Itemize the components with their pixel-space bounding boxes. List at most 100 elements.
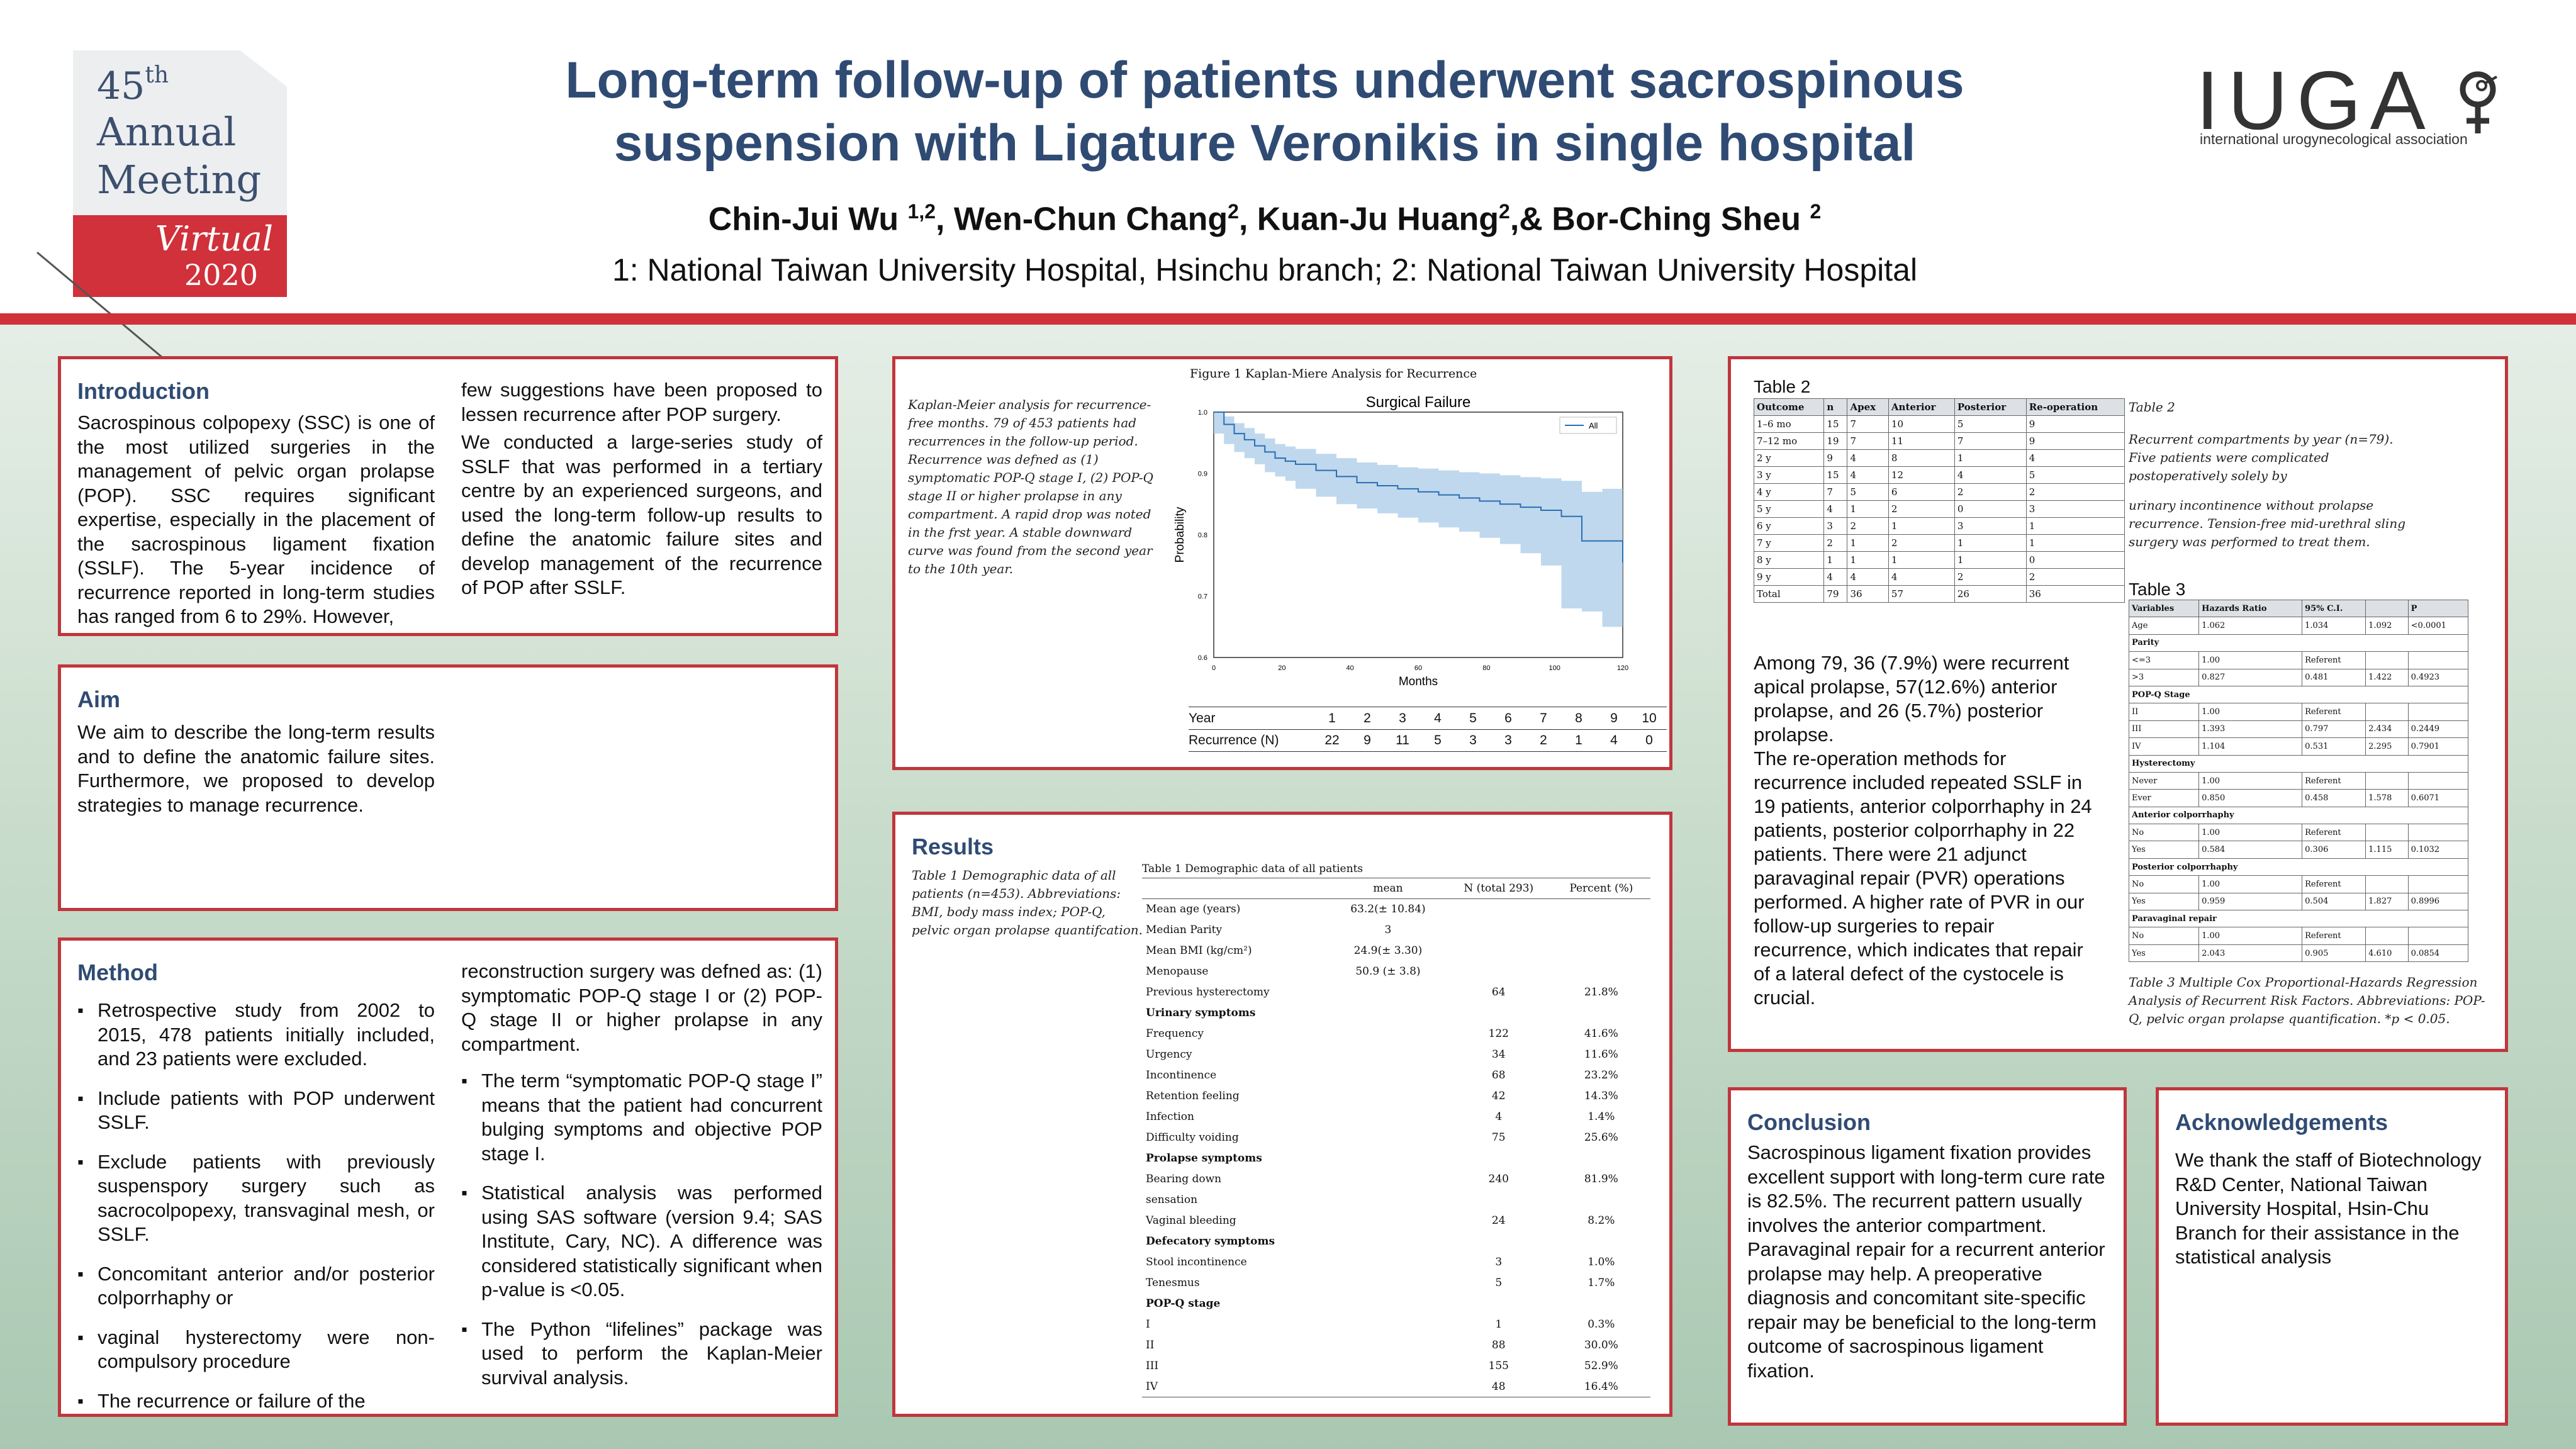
risk-cell: 9: [1596, 711, 1632, 726]
table-cell: 8 y: [1754, 552, 1824, 569]
author-name: , Wen-Chun Chang: [936, 201, 1228, 237]
table2-caption: Table 2 Recurrent compartments by year (…: [2129, 398, 2405, 551]
table-cell: Tenesmus: [1142, 1273, 1331, 1294]
table-cell: 2: [1954, 484, 2026, 501]
table-cell: I: [1142, 1314, 1331, 1335]
table-cell: [1552, 1003, 1650, 1024]
table-cell: [1331, 1314, 1445, 1335]
table-cell: 2: [1888, 535, 1954, 552]
table-cell: 5: [1445, 1273, 1552, 1294]
table-row: IV 48 16.4%: [1142, 1377, 1650, 1397]
table-header-cell: Percent (%): [1552, 878, 1650, 899]
method-col1: Retrospective study from 2002 to 2015, 4…: [77, 999, 435, 1428]
table-cell: Mean BMI (kg/cm²): [1142, 941, 1331, 961]
table-cell: 1: [1847, 535, 1888, 552]
confidence-band: [1214, 412, 1623, 627]
table-cell: 2.043: [2199, 944, 2302, 961]
table-cell: 1.578: [2366, 790, 2408, 807]
table-cell: 0: [1954, 501, 2026, 518]
x-tick-label: 100: [1548, 664, 1560, 672]
table-cell: Defecatory symptoms: [1142, 1231, 1331, 1252]
table-cell: Referent: [2302, 927, 2366, 944]
table-cell: 1.115: [2366, 841, 2408, 858]
table-cell: 0.4923: [2408, 669, 2468, 686]
table-cell: 4: [1847, 450, 1888, 467]
method-bullet: Retrospective study from 2002 to 2015, 4…: [77, 999, 435, 1071]
table-cell: 1.4%: [1552, 1107, 1650, 1127]
table-row: No 1.00 Referent: [2129, 876, 2468, 893]
table-cell: <=3: [2129, 652, 2199, 669]
table-cell: [1445, 920, 1552, 941]
table-cell: III: [1142, 1356, 1331, 1377]
table-cell: Bearing down: [1142, 1169, 1331, 1190]
method-bullet: Concomitant anterior and/or posterior co…: [77, 1262, 435, 1311]
table-cell: 48: [1445, 1377, 1552, 1397]
table-cell: Yes: [2129, 841, 2199, 858]
header-divider: [0, 313, 2576, 325]
table-group-label: Parity: [2129, 634, 2468, 651]
table-cell: 52.9%: [1552, 1356, 1650, 1377]
table-cell: 3: [1445, 1252, 1552, 1273]
table-cell: 1: [1954, 535, 2026, 552]
table-cell: 4: [1824, 569, 1847, 586]
table-header-cell: Posterior: [1954, 399, 2026, 416]
table-cell: 1.7%: [1552, 1273, 1650, 1294]
table-cell: [1552, 920, 1650, 941]
table-cell: [2408, 652, 2468, 669]
table-cell: 0.1032: [2408, 841, 2468, 858]
table-cell: Vaginal bleeding: [1142, 1211, 1331, 1231]
introduction-panel: Introduction Sacrospinous colpopexy (SSC…: [58, 356, 838, 636]
table-header-cell: Outcome: [1754, 399, 1824, 416]
introduction-col1: Sacrospinous colpopexy (SSC) is one of t…: [77, 411, 435, 629]
table-cell: 1: [1824, 552, 1847, 569]
introduction-col2: few suggestions have been proposed to le…: [461, 378, 822, 604]
table-cell: 1.00: [2199, 652, 2302, 669]
results-findings: Among 79, 36 (7.9%) were recurrent apica…: [1754, 651, 2093, 1010]
conclusion-title: Conclusion: [1747, 1109, 1871, 1136]
table-cell: 2: [1824, 535, 1847, 552]
table-cell: 1.062: [2199, 617, 2302, 634]
table-cell: 4: [1847, 569, 1888, 586]
table-cell: 2 y: [1754, 450, 1824, 467]
table-cell: 4: [1445, 1107, 1552, 1127]
table-cell: 0.7901: [2408, 738, 2468, 755]
table-row: Infection 4 1.4%: [1142, 1107, 1650, 1127]
table-row: Vaginal bleeding 24 8.2%: [1142, 1211, 1650, 1231]
table-cell: Referent: [2302, 703, 2366, 720]
table-cell: 3: [2026, 501, 2124, 518]
table-cell: [1331, 1356, 1445, 1377]
table-cell: 79: [1824, 586, 1847, 603]
table-cell: Infection: [1142, 1107, 1331, 1127]
table-row: >3 0.827 0.481 1.422 0.4923: [2129, 669, 2468, 686]
risk-cell: 2: [1526, 733, 1561, 748]
table-row: Bearing down 240 81.9%: [1142, 1169, 1650, 1190]
table-header-cell: P: [2408, 600, 2468, 617]
table-row: Yes 0.584 0.306 1.115 0.1032: [2129, 841, 2468, 858]
table-cell: [2408, 772, 2468, 789]
table-cell: Referent: [2302, 772, 2366, 789]
risk-cell: 4: [1420, 711, 1455, 726]
table-cell: 88: [1445, 1335, 1552, 1356]
table-cell: 21.8%: [1552, 982, 1650, 1003]
risk-cell: 1: [1314, 711, 1350, 726]
table-cell: 11: [1888, 433, 1954, 450]
table-cell: 63.2(± 10.84): [1331, 899, 1445, 920]
table-row: 8 y11110: [1754, 552, 2125, 569]
table-cell: 1: [1888, 518, 1954, 535]
table-cell: Mean age (years): [1142, 899, 1331, 920]
table-header-cell: Hazards Ratio: [2199, 600, 2302, 617]
table-cell: 1.0%: [1552, 1252, 1650, 1273]
table-header-row: mean N (total 293) Percent (%): [1142, 878, 1650, 899]
method-bullet: Exclude patients with previously suspens…: [77, 1150, 435, 1247]
author-name: , Kuan-Ju Huang: [1239, 201, 1499, 237]
figure1-heading: Figure 1 Kaplan-Miere Analysis for Recur…: [1190, 367, 1477, 381]
table-cell: Frequency: [1142, 1024, 1331, 1044]
table-group-row: Anterior colporrhaphy: [2129, 807, 2468, 824]
table-cell: No: [2129, 927, 2199, 944]
table-cell: 26: [1954, 586, 2026, 603]
table-cell: Referent: [2302, 652, 2366, 669]
table-cell: 0.3%: [1552, 1314, 1650, 1335]
chart-title: Surgical Failure: [1366, 394, 1471, 411]
risk-cell: 22: [1314, 733, 1350, 748]
table-row: No 1.00 Referent: [2129, 927, 2468, 944]
